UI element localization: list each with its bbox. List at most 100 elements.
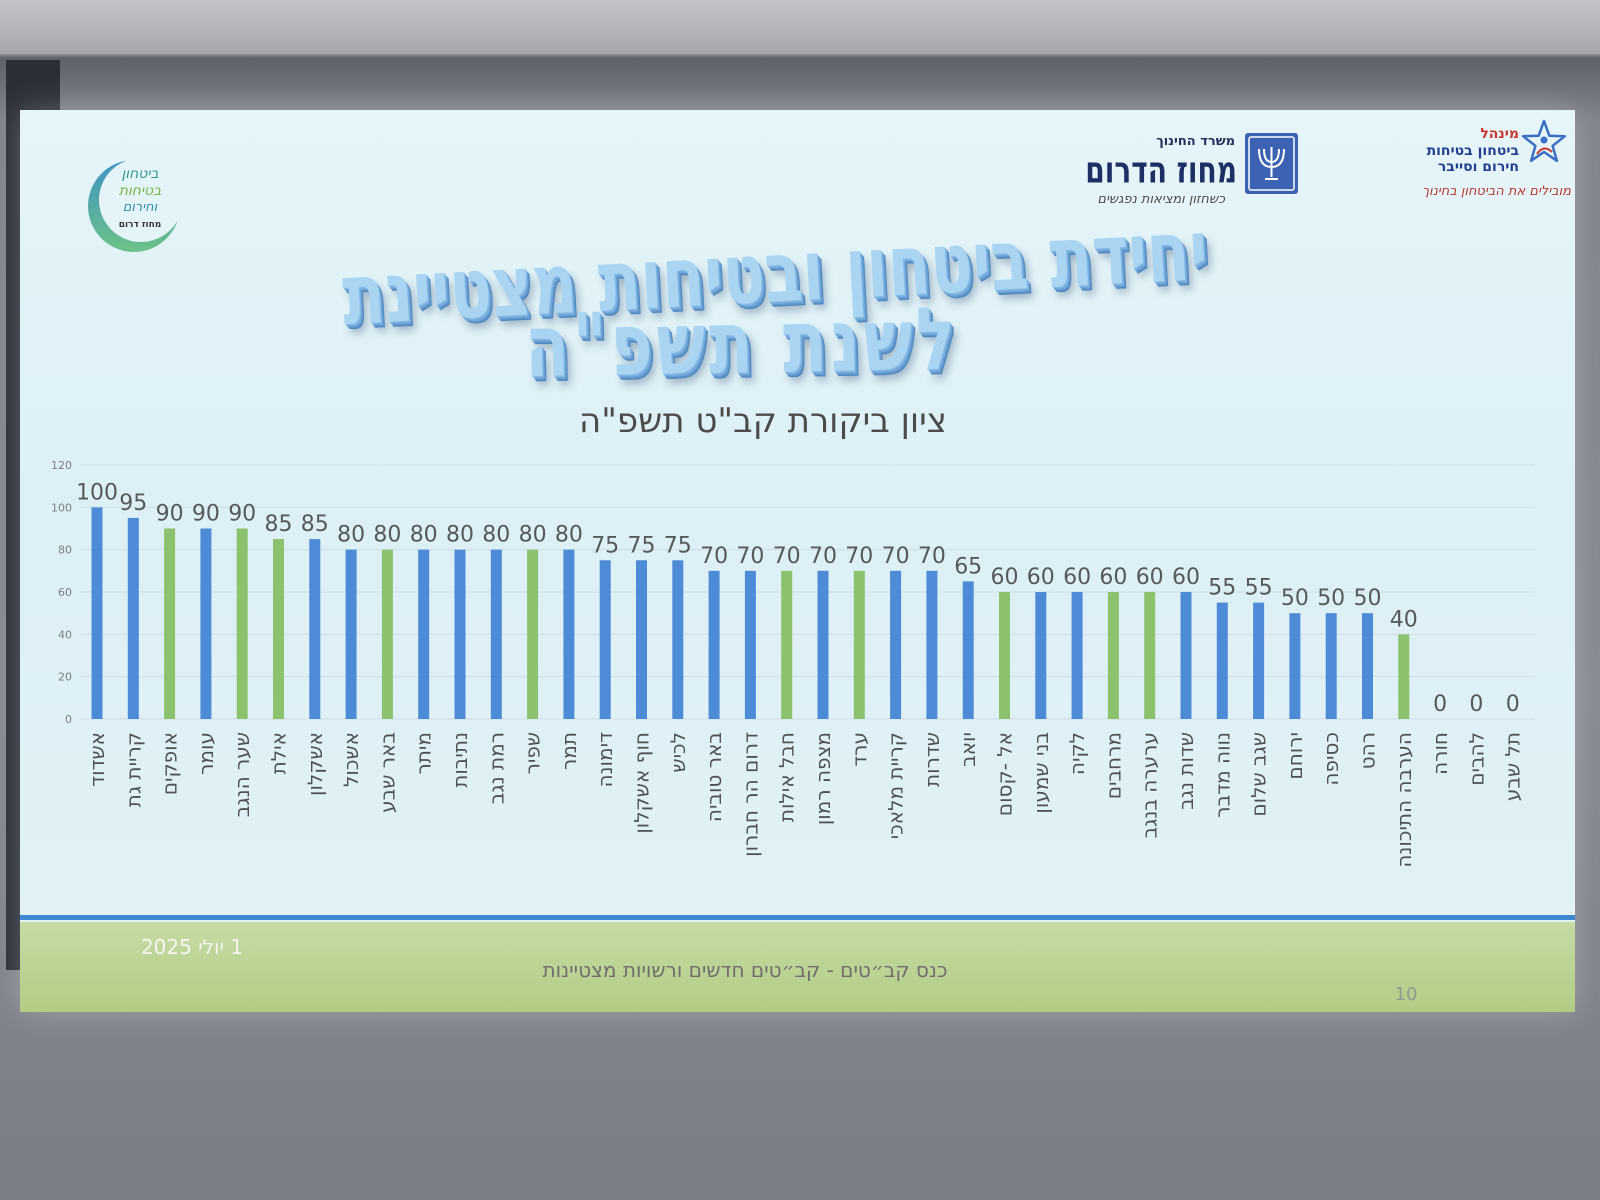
ministry-name: משרד החינוך (1156, 134, 1235, 149)
district-name: מחוז הדרום (1085, 148, 1237, 192)
x-tick-label-29: מרחבים (1101, 732, 1125, 799)
state-emblem-icon (1245, 133, 1298, 194)
data-label-4: 90 (192, 502, 220, 527)
data-label-2: 95 (119, 491, 147, 516)
x-tick-label-37: הערבה התיכונה (1392, 732, 1416, 868)
data-label-14: 80 (555, 523, 583, 548)
y-tick-label-60: 60 (58, 586, 72, 599)
x-tick-label-28: לקיה (1065, 732, 1089, 775)
data-label-12: 80 (482, 523, 510, 548)
chart-bar-10 (418, 549, 430, 719)
chart-bar-6 (273, 539, 284, 719)
x-tick-label-14: תמר (557, 732, 581, 770)
x-tick-label-25: יואב (956, 732, 980, 767)
data-label-11: 80 (446, 523, 474, 548)
chart-bar-36 (1362, 613, 1373, 719)
x-tick-label-15: דימונה (593, 732, 617, 788)
data-label-38: 0 (1433, 692, 1447, 717)
chart-bar-3 (164, 528, 176, 719)
directorate-logo: מינהל ביטחון בטיחות חירום וסייבר מובילים… (1365, 116, 1575, 212)
data-label-5: 90 (228, 502, 256, 527)
chart-bar-7 (309, 539, 321, 719)
data-label-18: 70 (700, 544, 728, 569)
x-tick-label-19: דרום הר חברון (738, 732, 762, 857)
data-label-29: 60 (1099, 565, 1127, 590)
data-label-21: 70 (809, 544, 837, 569)
chart-bar-2 (127, 517, 139, 719)
x-tick-label-3: אופקים (158, 732, 182, 795)
slide-number: 10 (1394, 984, 1418, 1005)
unit-logo-line2: בטיחות (118, 183, 162, 199)
data-label-25: 65 (954, 554, 982, 579)
chart-bar-12 (490, 549, 502, 719)
chart-bar-32 (1216, 602, 1228, 719)
chart-bar-31 (1180, 592, 1192, 719)
chart-bar-21 (817, 570, 829, 719)
x-tick-label-9: באר שבע (375, 732, 399, 813)
chart-bar-11 (454, 549, 466, 719)
chart-bar-13 (527, 549, 539, 719)
district-logo: משרד החינוך מחוז הדרום כשחזון ומציאות נפ… (1040, 122, 1310, 218)
chart-bar-14 (563, 549, 575, 719)
chart-bar-16 (636, 560, 647, 719)
data-label-37: 40 (1390, 607, 1418, 632)
y-tick-label-20: 20 (58, 671, 72, 684)
x-tick-label-1: אשדוד (85, 732, 109, 787)
chart-bar-5 (236, 528, 248, 719)
chart-bar-22 (853, 570, 865, 719)
chart-bar-27 (1035, 592, 1047, 719)
x-tick-label-7: אשקלון (303, 732, 327, 796)
data-label-13: 80 (519, 523, 547, 548)
footer-band: 1 יולי 2025 כנס קב״טים - קב״טים חדשים ור… (20, 922, 1575, 1012)
x-tick-label-38: חורה (1428, 732, 1452, 775)
unit-logo-line4: מחוז דרום (118, 220, 162, 230)
directorate-name-line2: ביטחון בטיחות (1426, 143, 1519, 159)
data-label-20: 70 (773, 544, 801, 569)
x-tick-label-36: רהט (1356, 732, 1380, 769)
y-tick-label-40: 40 (58, 628, 72, 641)
x-tick-label-6: אילת (267, 732, 291, 774)
x-tick-label-34: ירוחם (1283, 732, 1307, 780)
bar-chart: 0 20 40 60 80 100 120 100 אשדוד 95 קריית גת 90 אופקי… (51, 459, 1535, 868)
chart-bar-17 (672, 560, 684, 719)
x-tick-label-8: אשכול (339, 732, 363, 787)
x-tick-label-11: נתיבות (448, 732, 472, 788)
data-label-10: 80 (410, 523, 438, 548)
data-label-40: 0 (1506, 692, 1520, 717)
x-tick-label-20: חבל אילות (775, 732, 799, 822)
data-label-16: 75 (628, 533, 656, 558)
directorate-name-line3: חירום וסייבר (1437, 159, 1519, 175)
unit-logo-line1: ביטחון (121, 166, 159, 182)
x-tick-label-10: מיתר (412, 732, 436, 775)
y-tick-label-0: 0 (65, 713, 72, 726)
data-label-22: 70 (845, 544, 873, 569)
y-tick-label-100: 100 (51, 501, 72, 514)
x-tick-label-39: להבים (1464, 732, 1488, 786)
data-label-23: 70 (882, 544, 910, 569)
data-label-26: 60 (991, 565, 1019, 590)
data-label-7: 85 (301, 512, 329, 537)
data-label-24: 70 (918, 544, 946, 569)
data-label-35: 50 (1317, 586, 1345, 611)
x-tick-label-18: באר טוביה (702, 732, 726, 822)
x-tick-label-33: שגב שלום (1247, 732, 1271, 817)
data-label-34: 50 (1281, 586, 1309, 611)
x-tick-label-23: קריית מלאכי (884, 732, 908, 839)
x-tick-label-26: אל -קסום (993, 732, 1017, 816)
footer-divider (20, 915, 1575, 920)
chart-bar-1 (91, 507, 103, 719)
chart-bar-4 (200, 528, 212, 719)
directorate-tagline: מובילים את הביטחון בחינוך (1422, 184, 1571, 199)
x-tick-label-24: שדרות (920, 732, 944, 787)
x-tick-label-13: שפיר (521, 732, 545, 774)
slide-title-line2: לשנת תשפ"ה (524, 290, 960, 398)
unit-logo-line3: וחירום (122, 200, 158, 215)
chart-bar-26 (999, 592, 1010, 719)
data-label-19: 70 (736, 544, 764, 569)
chart-bar-35 (1325, 613, 1337, 719)
data-label-3: 90 (156, 502, 184, 527)
x-tick-label-32: נווה מדבר (1210, 732, 1234, 818)
presentation-slide: מינהל ביטחון בטיחות חירום וסייבר מובילים… (20, 110, 1575, 1012)
chart-bar-8 (345, 549, 357, 719)
data-label-28: 60 (1063, 565, 1091, 590)
